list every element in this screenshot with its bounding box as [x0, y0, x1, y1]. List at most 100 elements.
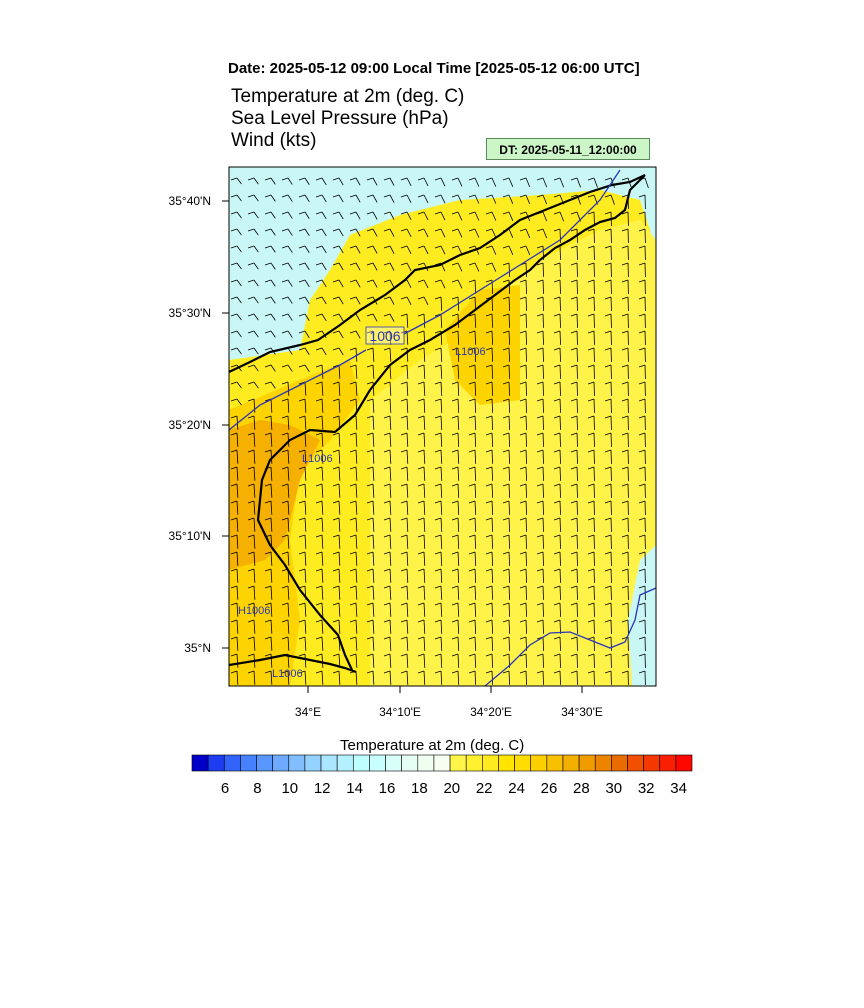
wind-barb — [576, 432, 578, 447]
wind-barb-flag — [638, 194, 646, 198]
wind-barb-flag — [281, 449, 289, 453]
lat-label: 35°10'N — [168, 529, 211, 543]
wind-barb-flag — [281, 602, 289, 606]
wind-barb — [287, 279, 293, 287]
wind-barb-flag — [468, 381, 476, 385]
wind-barb — [559, 653, 561, 668]
wind-barb — [559, 619, 561, 634]
wind-barb — [389, 568, 392, 583]
wind-barb-flag — [553, 653, 561, 657]
wind-barb — [287, 177, 293, 185]
wind-barb-flag — [315, 636, 323, 640]
wind-barb-flag — [502, 466, 510, 470]
wind-barb — [389, 636, 392, 651]
wind-barb-flag — [281, 177, 289, 181]
wind-barb-flag — [230, 551, 238, 555]
wind-barb-flag — [638, 500, 646, 504]
wind-barb-flag — [315, 330, 323, 334]
wind-barb-flag — [247, 245, 255, 249]
wind-barb-flag — [230, 296, 238, 300]
wind-barb-flag — [536, 483, 544, 487]
wind-barb-flag — [247, 636, 255, 640]
wind-barb — [253, 228, 259, 236]
wind-barb — [270, 568, 273, 583]
wind-barb — [525, 534, 528, 549]
wind-barb-flag — [621, 364, 629, 368]
wind-barb-flag — [621, 228, 629, 232]
wind-barb — [253, 517, 256, 532]
wind-barb-flag — [468, 517, 476, 521]
wind-barb-flag — [536, 551, 544, 555]
wind-barb-flag — [264, 670, 272, 674]
wind-barb — [508, 364, 511, 379]
wind-barb-flag — [553, 534, 561, 538]
wind-barb-flag — [638, 653, 646, 657]
wind-barb-flag — [468, 585, 476, 589]
wind-barb — [559, 500, 561, 515]
wind-barb-flag — [281, 228, 289, 232]
wind-barb-flag — [247, 483, 255, 487]
wind-barb-flag — [281, 279, 289, 283]
wind-barb — [389, 381, 392, 396]
wind-barb — [576, 279, 578, 294]
wind-barb-flag — [383, 619, 391, 623]
wind-barb — [338, 602, 341, 617]
wind-barb-flag — [366, 534, 374, 538]
wind-barb — [406, 432, 409, 447]
wind-barb-flag — [451, 534, 459, 538]
wind-barb-flag — [536, 296, 544, 300]
wind-barb-flag — [502, 279, 510, 283]
wind-barb — [321, 330, 327, 339]
wind-barb — [287, 245, 293, 253]
wind-barb — [270, 245, 276, 253]
wind-barb-flag — [570, 228, 578, 232]
wind-barb-flag — [366, 670, 374, 674]
wind-barb — [287, 500, 290, 515]
wind-barb-flag — [434, 398, 442, 402]
wind-barb-flag — [587, 228, 595, 232]
wind-barb — [304, 296, 310, 304]
wind-barb — [542, 364, 544, 379]
wind-barb-flag — [621, 568, 629, 572]
wind-barb-flag — [587, 432, 595, 436]
wind-barb-flag — [621, 194, 629, 198]
wind-barb-flag — [400, 296, 408, 300]
wind-barb — [270, 211, 276, 219]
wind-barb — [423, 636, 426, 651]
wind-barb-flag — [434, 262, 442, 266]
wind-barb-flag — [553, 364, 561, 368]
wind-barb-flag — [400, 415, 408, 419]
wind-barb — [355, 296, 361, 305]
colorbar-tick-label: 18 — [411, 780, 428, 797]
wind-barb — [525, 670, 528, 685]
wind-barb-flag — [604, 330, 612, 334]
wind-barb — [287, 466, 290, 481]
wind-barb — [372, 602, 375, 617]
wind-barb-flag — [366, 194, 374, 198]
wind-barb — [423, 381, 426, 396]
wind-barb-flag — [264, 517, 272, 521]
wind-barb-flag — [298, 602, 306, 606]
wind-barb — [389, 466, 392, 481]
wind-barb-flag — [434, 330, 442, 334]
wind-barb-flag — [468, 296, 476, 300]
wind-barb — [372, 228, 378, 237]
wind-barb — [457, 619, 460, 634]
wind-barb-flag — [570, 551, 578, 555]
wind-barb-flag — [553, 313, 561, 317]
wind-barb — [525, 228, 531, 239]
wind-barb-flag — [332, 279, 340, 283]
wind-barb-flag — [587, 551, 595, 555]
wind-barb-flag — [417, 415, 425, 419]
wind-barb-flag — [281, 296, 289, 300]
wind-barb-flag — [298, 585, 306, 589]
wind-barb-flag — [451, 194, 459, 198]
wind-barb — [474, 619, 477, 634]
wind-barb-flag — [332, 381, 340, 385]
wind-barb-flag — [502, 398, 510, 402]
wind-barb — [321, 619, 324, 634]
colorbar-tick-label: 6 — [220, 780, 230, 797]
wind-barb — [355, 364, 358, 379]
wind-barb-flag — [383, 177, 391, 181]
wind-barb-flag — [230, 194, 238, 198]
